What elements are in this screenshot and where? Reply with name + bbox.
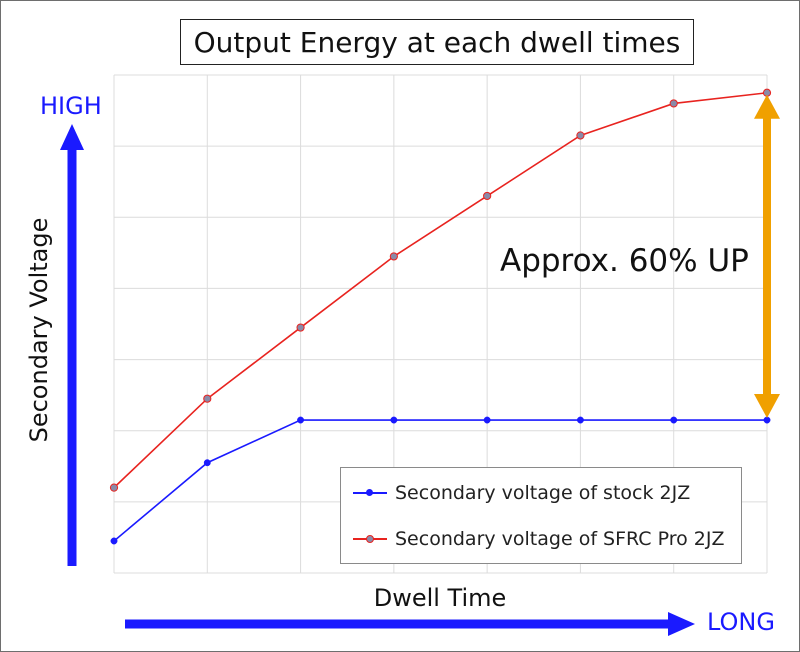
y-axis-high-label: HIGH (40, 92, 102, 120)
series-layer (109, 88, 772, 545)
series-0-point-0 (110, 537, 118, 545)
series-1-point-4 (483, 191, 492, 201)
annotation-arrow-head-top (754, 94, 780, 119)
series-1-point-3 (389, 252, 398, 261)
chart-title: Output Energy at each dwell times (180, 19, 694, 65)
annotation-arrow-head-bottom (754, 394, 780, 419)
series-0-point-6 (670, 416, 678, 424)
series-0-point-3 (390, 416, 398, 424)
legend-item-stock: Secondary voltage of stock 2JZ (341, 478, 690, 508)
legend-swatch-sfrc (353, 532, 387, 546)
series-0-point-5 (576, 416, 584, 424)
series-line-1 (113, 91, 768, 489)
x-axis-label: Dwell Time (373, 584, 507, 612)
series-1-point-1 (203, 394, 212, 403)
annotation-arrow (754, 94, 780, 419)
series-line-0 (113, 419, 767, 542)
y-axis-arrow-head (60, 124, 84, 150)
series-1-point-5 (576, 131, 585, 140)
series-1-point-2 (296, 323, 305, 332)
series-1-point-0 (109, 483, 119, 492)
axis-arrows (60, 124, 695, 636)
series-0-point-1 (203, 459, 211, 467)
series-0-point-4 (483, 416, 491, 424)
legend: Secondary voltage of stock 2JZ Secondary… (340, 467, 742, 564)
legend-label-stock: Secondary voltage of stock 2JZ (395, 482, 691, 504)
x-axis-arrow-head (668, 612, 695, 636)
series-0-point-2 (297, 416, 305, 424)
y-axis-label: Secondary Voltage (25, 217, 53, 443)
legend-swatch-stock (353, 486, 387, 500)
annotation-text: Approx. 60% UP (500, 243, 749, 279)
x-axis-long-label: LONG (707, 608, 775, 636)
series-1-point-6 (669, 99, 678, 108)
legend-item-sfrc: Secondary voltage of SFRC Pro 2JZ (341, 524, 725, 554)
legend-label-sfrc: Secondary voltage of SFRC Pro 2JZ (395, 528, 725, 550)
